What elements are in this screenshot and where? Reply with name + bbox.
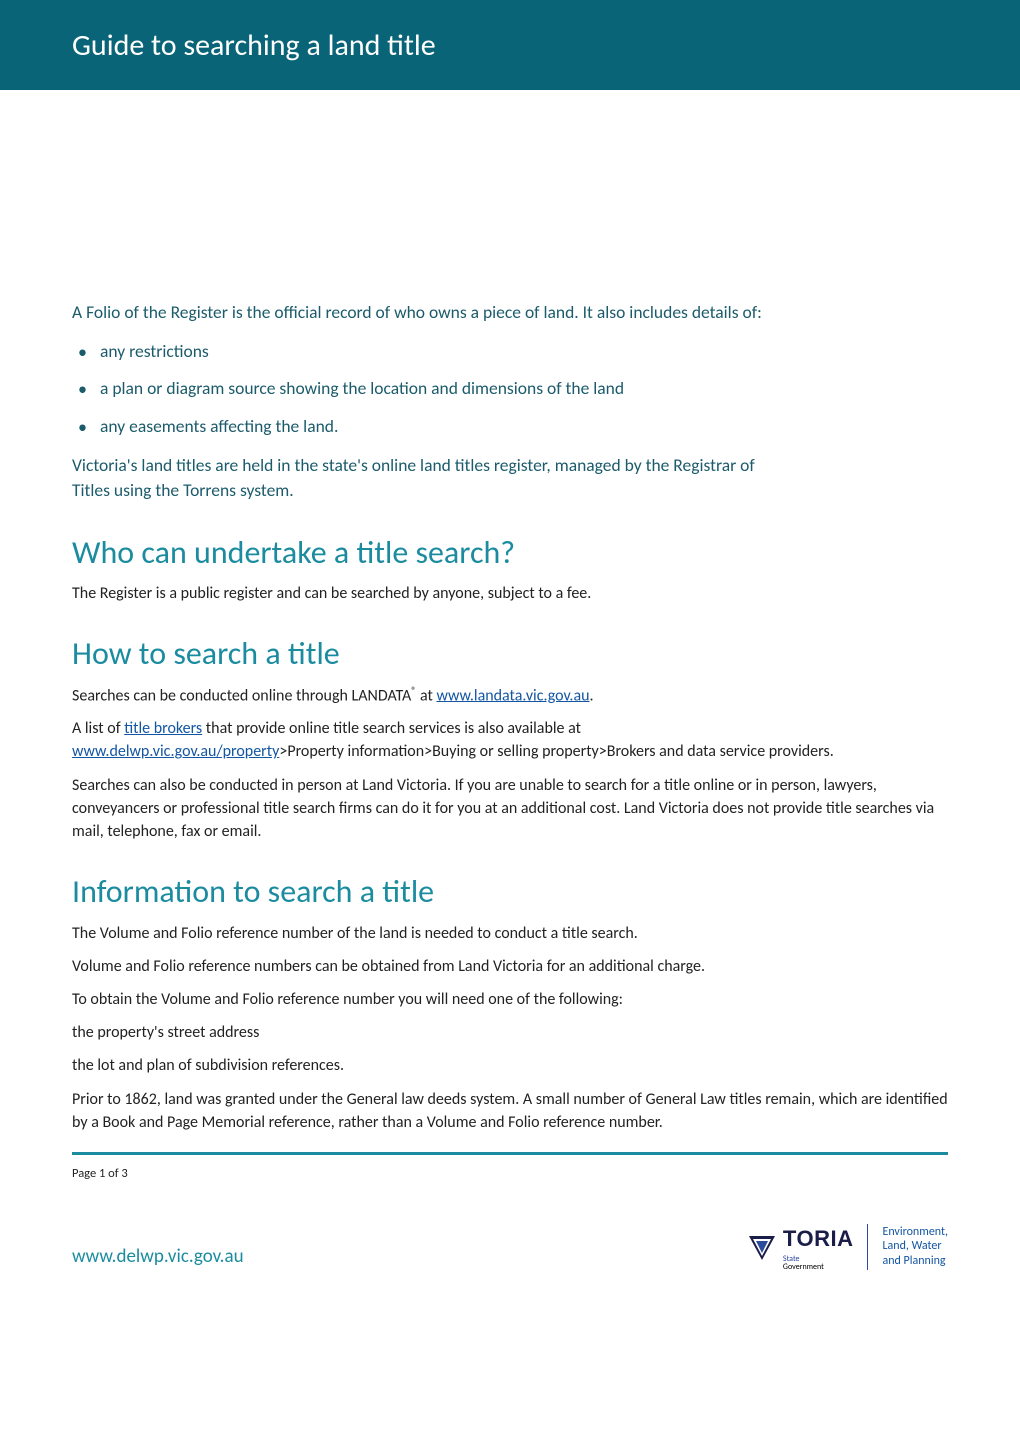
- text-run: A list of: [72, 719, 124, 738]
- section-heading-who: Who can undertake a title search?: [72, 530, 948, 576]
- info-paragraph: To obtain the Volume and Folio reference…: [72, 988, 948, 1011]
- lead-intro: A Folio of the Register is the official …: [72, 300, 948, 325]
- how-paragraph-2: A list of title brokers that provide onl…: [72, 717, 948, 763]
- victoria-logo-block: TORIA State Government Environment, Land…: [747, 1223, 948, 1271]
- dept-line: and Planning: [882, 1254, 948, 1268]
- text-run: >Property information>Buying or selling …: [279, 742, 833, 761]
- department-name: Environment, Land, Water and Planning: [882, 1225, 948, 1268]
- victoria-sub-line: Government: [783, 1263, 854, 1271]
- lead-block: A Folio of the Register is the official …: [72, 300, 948, 504]
- info-paragraph: The Volume and Folio reference number of…: [72, 922, 948, 945]
- victoria-logo-text-block: TORIA State Government: [783, 1223, 854, 1271]
- info-paragraph: Prior to 1862, land was granted under th…: [72, 1088, 948, 1134]
- dept-line: Land, Water: [882, 1239, 948, 1253]
- vertical-divider: [867, 1224, 868, 1270]
- delwp-property-link[interactable]: www.delwp.vic.gov.au/property: [72, 742, 279, 761]
- lead-bullet-list: any restrictions a plan or diagram sourc…: [100, 339, 948, 439]
- page-header: Guide to searching a land title: [0, 0, 1020, 90]
- victoria-triangle-icon: [747, 1232, 777, 1262]
- text-run: Searches can be conducted online through…: [72, 686, 411, 705]
- landata-link[interactable]: www.landata.vic.gov.au: [436, 686, 589, 705]
- title-brokers-link[interactable]: title brokers: [124, 719, 202, 738]
- how-paragraph-3: Searches can also be conducted in person…: [72, 774, 948, 844]
- section-heading-info: Information to search a title: [72, 869, 948, 915]
- page-total: 3: [121, 1166, 127, 1181]
- info-paragraph: Volume and Folio reference numbers can b…: [72, 955, 948, 978]
- victoria-logo: TORIA State Government: [747, 1223, 854, 1271]
- section-heading-how: How to search a title: [72, 631, 948, 677]
- lead-bullet: any restrictions: [100, 339, 948, 364]
- lead-bullet: a plan or diagram source showing the loc…: [100, 376, 948, 401]
- page-label-of: of: [105, 1166, 121, 1181]
- page-title: Guide to searching a land title: [72, 27, 436, 64]
- how-paragraph-1: Searches can be conducted online through…: [72, 684, 948, 708]
- lead-outro-line: Titles using the Torrens system.: [72, 478, 948, 503]
- victoria-wordmark: TORIA: [783, 1223, 854, 1255]
- footer-url: www.delwp.vic.gov.au: [72, 1243, 244, 1271]
- text-run: at: [416, 686, 436, 705]
- info-paragraph: the lot and plan of subdivision referenc…: [72, 1054, 948, 1077]
- page-body: A Folio of the Register is the official …: [0, 300, 1020, 1214]
- text-run: .: [590, 686, 594, 705]
- page-number: Page 1 of 3: [72, 1165, 948, 1183]
- text-run: that provide online title search service…: [202, 719, 581, 738]
- dept-line: Environment,: [882, 1225, 948, 1239]
- victoria-subtext: State Government: [783, 1255, 854, 1271]
- info-paragraph: the property's street address: [72, 1021, 948, 1044]
- lead-outro-line: Victoria's land titles are held in the s…: [72, 453, 948, 478]
- page-label: Page: [72, 1166, 99, 1181]
- lead-bullet: any easements affecting the land.: [100, 414, 948, 439]
- who-paragraph: The Register is a public register and ca…: [72, 582, 948, 605]
- footer-rule: [72, 1152, 948, 1155]
- footer-row: www.delwp.vic.gov.au TORIA State Governm…: [0, 1213, 1020, 1301]
